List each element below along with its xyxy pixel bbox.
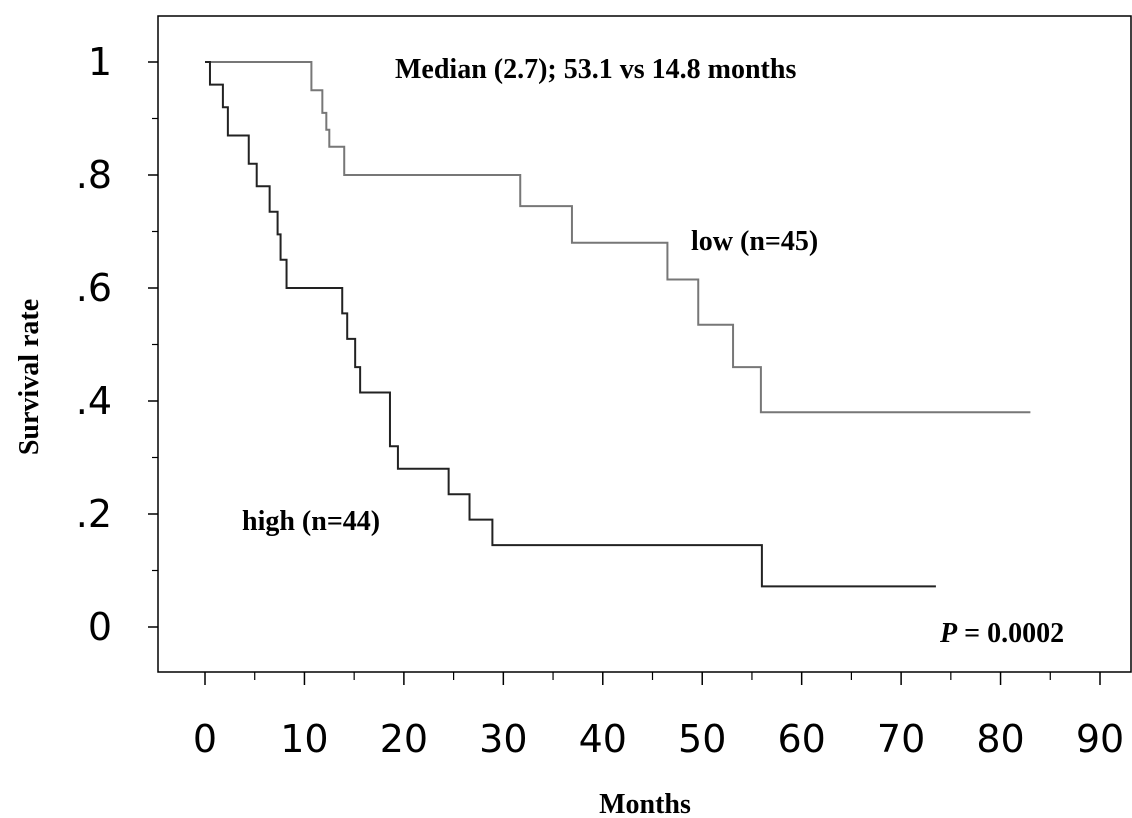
y-axis: 0 .2 .4 .6 .8 1 bbox=[76, 40, 158, 649]
x-tick-label: 10 bbox=[280, 717, 328, 761]
x-axis-title: Months bbox=[599, 789, 691, 818]
low-series-label: low (n=45) bbox=[691, 226, 818, 257]
p-symbol: P bbox=[939, 618, 958, 649]
x-tick-label: 70 bbox=[877, 717, 925, 761]
x-tick-label: 50 bbox=[678, 717, 726, 761]
x-tick-label: 80 bbox=[976, 717, 1024, 761]
p-value: = 0.0002 bbox=[957, 618, 1064, 649]
x-tick-label: 20 bbox=[380, 717, 428, 761]
median-annotation: Median (2.7); 53.1 vs 14.8 months bbox=[395, 54, 796, 85]
high-survival-curve bbox=[205, 61, 936, 588]
x-axis: 0 10 20 30 40 50 60 70 80 90 bbox=[193, 672, 1124, 761]
y-tick-label: 1 bbox=[88, 40, 112, 84]
x-tick-label: 0 bbox=[193, 717, 217, 761]
high-series-label: high (n=44) bbox=[242, 506, 380, 537]
p-value-annotation: P = 0.0002 bbox=[939, 618, 1064, 649]
y-tick-label: .8 bbox=[76, 153, 112, 197]
y-tick-label: 0 bbox=[88, 605, 112, 649]
series-layer bbox=[205, 61, 1031, 588]
y-tick-label: .6 bbox=[76, 266, 112, 310]
low-survival-curve bbox=[205, 61, 1031, 414]
y-axis-title: Survival rate bbox=[14, 299, 45, 455]
plot-frame bbox=[157, 15, 1132, 673]
y-tick-label: .2 bbox=[76, 492, 112, 536]
y-tick-label: .4 bbox=[76, 379, 112, 423]
x-tick-label: 30 bbox=[479, 717, 527, 761]
x-tick-label: 90 bbox=[1076, 717, 1124, 761]
x-tick-label: 40 bbox=[579, 717, 627, 761]
x-tick-label: 60 bbox=[777, 717, 825, 761]
